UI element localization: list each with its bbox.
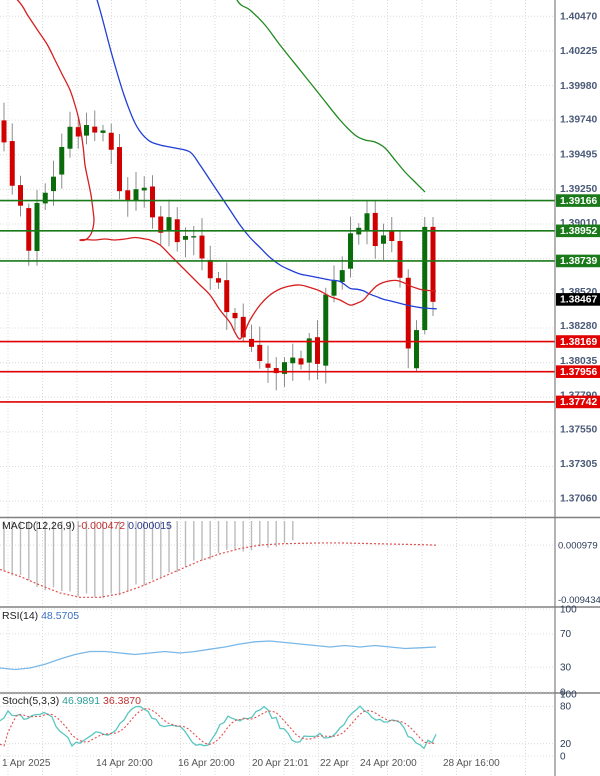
svg-text:1.39980: 1.39980 — [560, 81, 597, 92]
svg-text:MACD(12,26,9) -0.000472 0.0000: MACD(12,26,9) -0.000472 0.000015 — [2, 520, 172, 532]
svg-text:1.37060: 1.37060 — [560, 494, 597, 505]
svg-text:1.37305: 1.37305 — [560, 459, 597, 470]
svg-text:1.37550: 1.37550 — [560, 424, 597, 435]
svg-text:Stoch(5,3,3) 46.9891 36.3870: Stoch(5,3,3) 46.9891 36.3870 — [2, 695, 141, 707]
svg-text:0: 0 — [560, 751, 566, 762]
svg-text:1.38952: 1.38952 — [560, 226, 597, 237]
svg-text:14 Apr 20:00: 14 Apr 20:00 — [96, 758, 153, 769]
svg-text:80: 80 — [560, 702, 572, 713]
svg-text:1.40470: 1.40470 — [560, 12, 597, 23]
svg-text:1.37742: 1.37742 — [560, 397, 597, 408]
svg-text:100: 100 — [560, 689, 577, 700]
svg-text:1 Apr 2025: 1 Apr 2025 — [2, 758, 51, 769]
svg-text:-0.009434: -0.009434 — [558, 595, 600, 606]
svg-text:RSI(14) 48.5705: RSI(14) 48.5705 — [2, 610, 79, 622]
svg-text:1.39740: 1.39740 — [560, 115, 597, 126]
svg-text:1.38280: 1.38280 — [560, 321, 597, 332]
svg-text:24 Apr 20:00: 24 Apr 20:00 — [360, 758, 417, 769]
svg-text:1.38739: 1.38739 — [560, 256, 597, 267]
svg-text:1.40225: 1.40225 — [560, 46, 597, 57]
svg-text:1.39495: 1.39495 — [560, 149, 597, 160]
svg-text:1.39250: 1.39250 — [560, 184, 597, 195]
svg-text:1.38169: 1.38169 — [560, 337, 597, 348]
svg-text:20 Apr 21:01: 20 Apr 21:01 — [252, 758, 309, 769]
svg-text:22 Apr: 22 Apr — [320, 758, 350, 769]
svg-text:28 Apr 16:00: 28 Apr 16:00 — [443, 758, 500, 769]
svg-text:30: 30 — [560, 662, 572, 673]
svg-text:20: 20 — [560, 739, 572, 750]
svg-text:0.000979: 0.000979 — [558, 540, 598, 551]
svg-text:1.37956: 1.37956 — [560, 367, 597, 378]
svg-text:1.38035: 1.38035 — [560, 356, 597, 367]
svg-text:1.38467: 1.38467 — [560, 295, 597, 306]
svg-text:70: 70 — [560, 629, 572, 640]
svg-text:1.39166: 1.39166 — [560, 196, 597, 207]
svg-text:16 Apr 20:00: 16 Apr 20:00 — [178, 758, 235, 769]
